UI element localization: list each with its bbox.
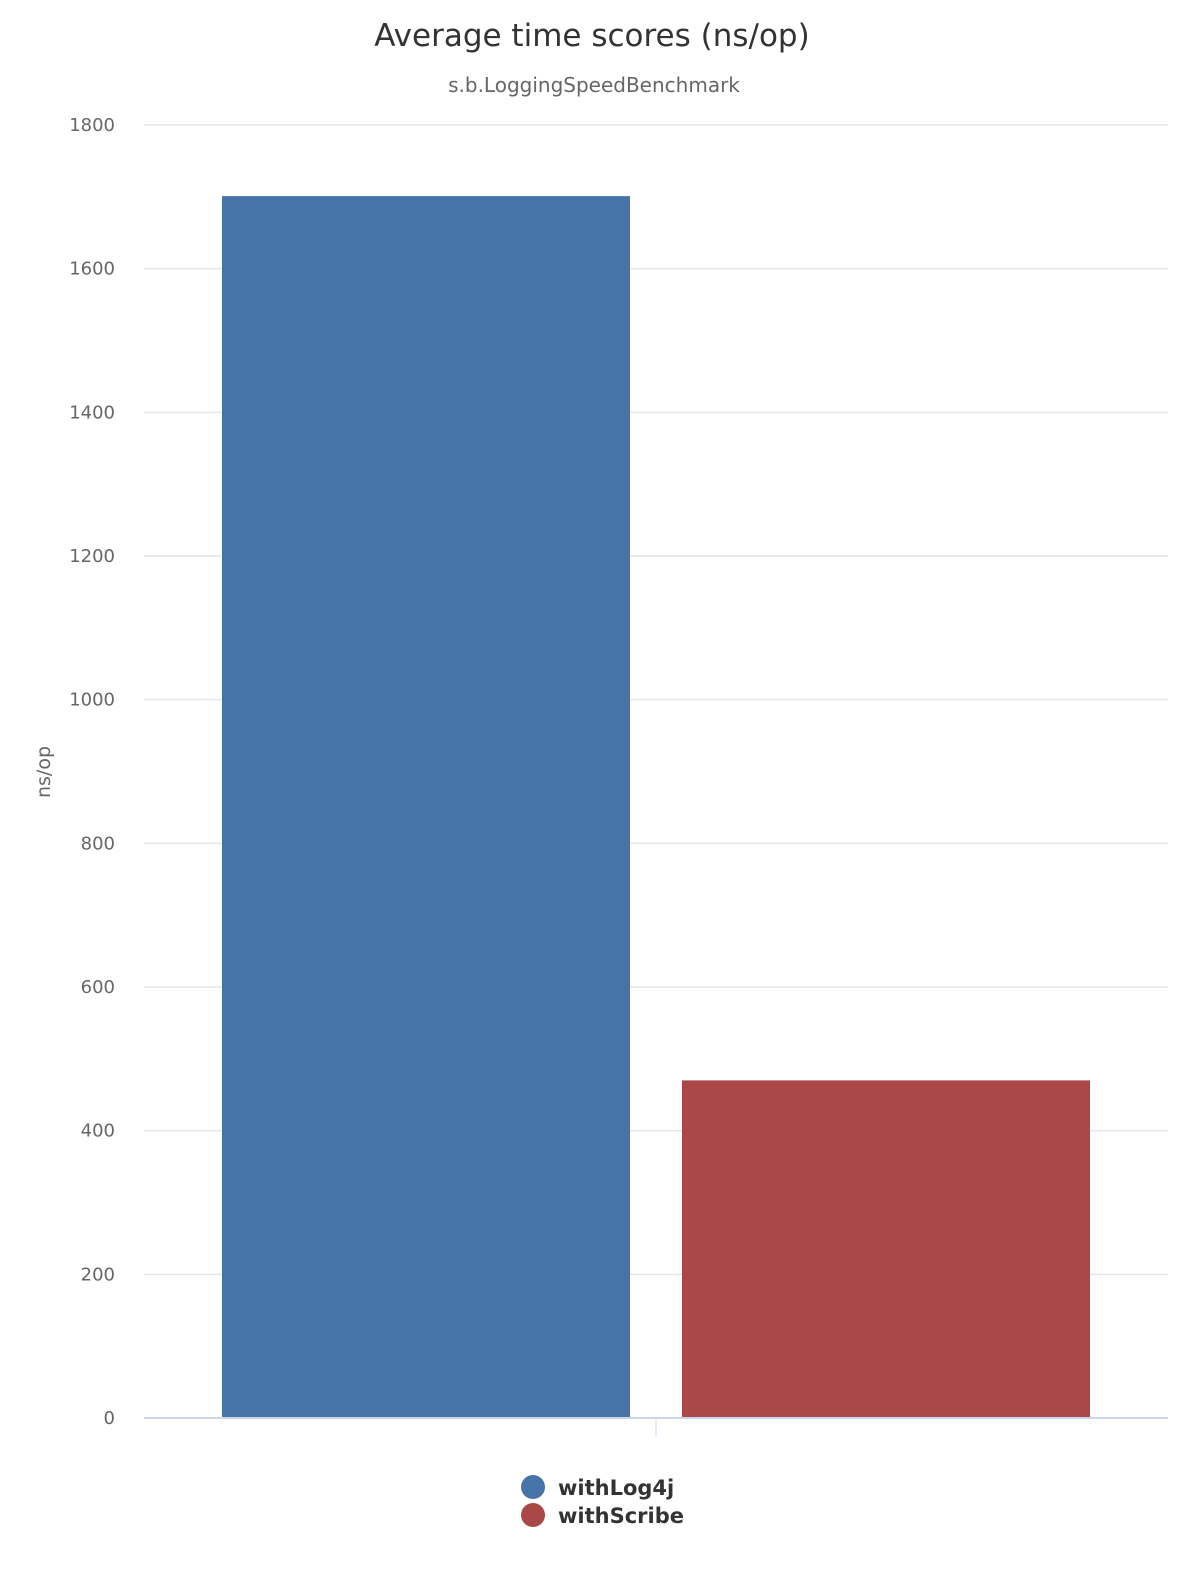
y-tick-label: 600 bbox=[81, 977, 115, 998]
y-axis-title: ns/op bbox=[33, 746, 55, 798]
y-tick-label: 1800 bbox=[69, 115, 115, 136]
chart-subtitle: s.b.LoggingSpeedBenchmark bbox=[448, 73, 740, 97]
y-tick-label: 0 bbox=[104, 1408, 115, 1429]
y-tick-label: 1200 bbox=[69, 546, 115, 567]
y-tick-label: 400 bbox=[81, 1121, 115, 1142]
y-tick-label: 1000 bbox=[69, 690, 115, 711]
bar-withScribe bbox=[682, 1080, 1090, 1418]
y-tick-label: 1400 bbox=[69, 402, 115, 423]
bar-withLog4j bbox=[222, 196, 630, 1419]
legend-marker-withLog4j[interactable] bbox=[521, 1475, 545, 1499]
x-axis bbox=[144, 1417, 1168, 1437]
y-tick-label: 200 bbox=[81, 1264, 115, 1285]
chart-title: Average time scores (ns/op) bbox=[374, 18, 809, 54]
bars bbox=[222, 196, 1090, 1419]
y-tick-label: 800 bbox=[81, 833, 115, 854]
y-tick-label: 1600 bbox=[69, 259, 115, 280]
legend-marker-withScribe[interactable] bbox=[521, 1503, 545, 1527]
legend-label-withScribe[interactable]: withScribe bbox=[558, 1504, 684, 1528]
legend-label-withLog4j[interactable]: withLog4j bbox=[558, 1476, 674, 1500]
legend: withLog4j withScribe bbox=[521, 1475, 684, 1528]
y-axis-ticks: 0 200 400 600 800 1000 1200 1400 1600 1800 bbox=[69, 115, 115, 1429]
